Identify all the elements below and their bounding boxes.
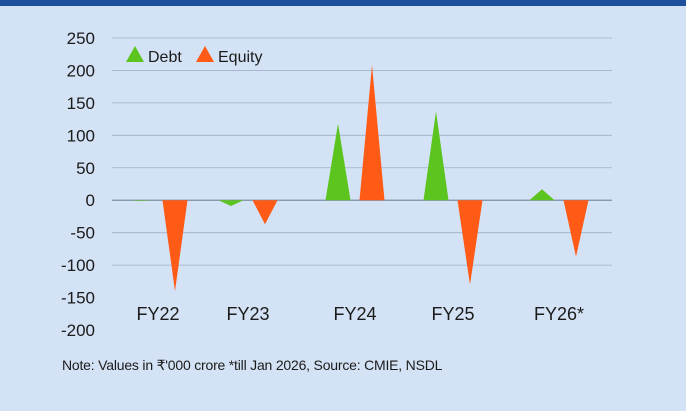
y-tick-label: 200 bbox=[67, 61, 95, 80]
y-tick-label: -150 bbox=[61, 289, 95, 308]
debt-triangle-fy22 bbox=[128, 200, 154, 201]
equity-legend-icon bbox=[196, 46, 214, 62]
y-tick-label: 150 bbox=[67, 94, 95, 113]
fund-flow-chart: 250 200 150 100 50 0 -50 -100 -150 -200 FY22 FY23 FY… bbox=[61, 29, 612, 340]
debt-legend-icon bbox=[126, 46, 144, 62]
x-category-label: FY22 bbox=[136, 304, 179, 324]
equity-legend-label: Equity bbox=[218, 49, 262, 66]
y-tick-label: -200 bbox=[61, 321, 95, 340]
y-tick-label: -100 bbox=[61, 256, 95, 275]
debt-triangle-fy26 bbox=[529, 189, 555, 201]
x-category-label: FY23 bbox=[226, 304, 269, 324]
x-category-label: FY25 bbox=[431, 304, 474, 324]
equity-triangle-fy23 bbox=[252, 200, 278, 225]
debt-triangle-fy23 bbox=[218, 200, 244, 207]
footnote: Note: Values in ₹'000 crore *till Jan 20… bbox=[62, 357, 443, 373]
x-category-label: FY24 bbox=[333, 304, 376, 324]
top-accent-bar bbox=[0, 0, 686, 6]
debt-legend-label: Debt bbox=[148, 49, 182, 66]
equity-triangle-fy24 bbox=[359, 65, 385, 201]
y-tick-label: 50 bbox=[76, 159, 95, 178]
equity-triangle-fy22 bbox=[162, 200, 188, 292]
debt-triangle-fy24 bbox=[325, 123, 351, 201]
x-category-label: FY26* bbox=[534, 304, 584, 324]
y-tick-label: 250 bbox=[67, 29, 95, 48]
y-tick-label: -50 bbox=[70, 224, 95, 243]
y-tick-label: 0 bbox=[86, 191, 95, 210]
equity-triangle-fy26 bbox=[563, 200, 589, 257]
y-tick-label: 100 bbox=[67, 126, 95, 145]
equity-triangle-fy25 bbox=[457, 200, 483, 285]
debt-triangle-fy25 bbox=[423, 111, 449, 201]
